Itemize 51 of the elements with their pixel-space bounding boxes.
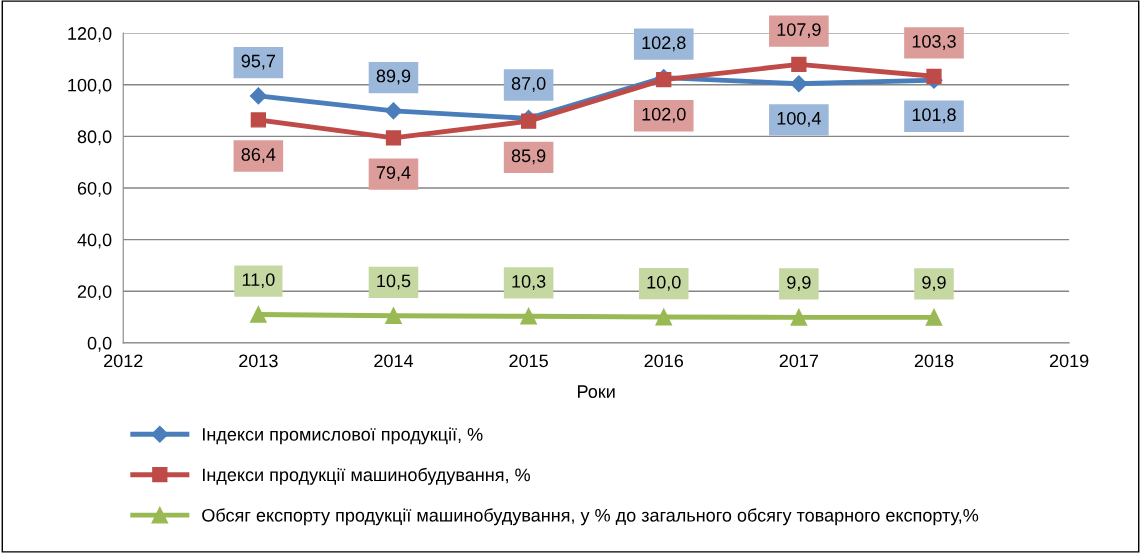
point [250,306,267,323]
data-label: 10,3 [512,275,546,290]
x-tick-label: 2015 [509,354,548,368]
x-tick-label: 2017 [779,354,819,368]
point [520,307,537,325]
y-tick-label: 40,0 [77,233,112,249]
point [249,87,267,105]
point [384,102,403,120]
y-tick-label: 60,0 [77,181,112,197]
x-axis-title: Роки [578,385,615,398]
data-label: 9,9 [787,276,811,291]
legend-label: Індекси промислової продукції, % [203,427,483,445]
x-tick-label: 2016 [644,354,684,368]
legend-label: Індекси продукції машинобудування, % [203,467,530,485]
y-tick-label: 120,0 [68,27,112,43]
data-label: 10,5 [377,274,411,290]
data-label: 102,0 [642,107,686,123]
data-label: 86,4 [241,148,276,163]
x-tick-label: 2019 [1049,354,1089,368]
data-label: 10,0 [647,275,681,291]
x-tick-label: 2014 [374,354,414,368]
point [926,68,942,84]
data-label: 103,3 [912,35,956,50]
data-label: 107,9 [777,23,821,39]
y-tick-label: 80,0 [77,130,112,146]
x-tick-label: 2013 [239,354,278,368]
legend-label: Обсяг експорту продукції машинобудування, у % до загального обсягу товарного експорту,% [202,508,979,526]
data-label: 101,8 [912,108,956,124]
point [385,307,402,325]
y-tick-label: 100,0 [68,78,112,94]
point [925,308,943,326]
point [790,75,808,93]
y-tick-label: 0,0 [87,336,112,352]
data-label: 89,9 [376,69,411,85]
data-label: 100,4 [777,111,821,127]
data-label: 87,0 [511,77,546,92]
point [250,112,266,128]
data-label: 9,9 [922,276,946,291]
data-label: 95,7 [241,54,276,70]
y-tick-label: 20,0 [77,285,112,301]
point [790,308,808,326]
data-label: 85,9 [511,149,546,165]
point [385,130,402,146]
data-label: 11,0 [242,273,275,289]
x-tick-label: 2012 [104,354,143,368]
x-tick-label: 2018 [914,354,954,368]
point [520,113,537,129]
point [791,56,807,73]
point [655,308,673,326]
data-label: 102,8 [642,36,686,52]
data-label: 79,4 [376,166,411,182]
